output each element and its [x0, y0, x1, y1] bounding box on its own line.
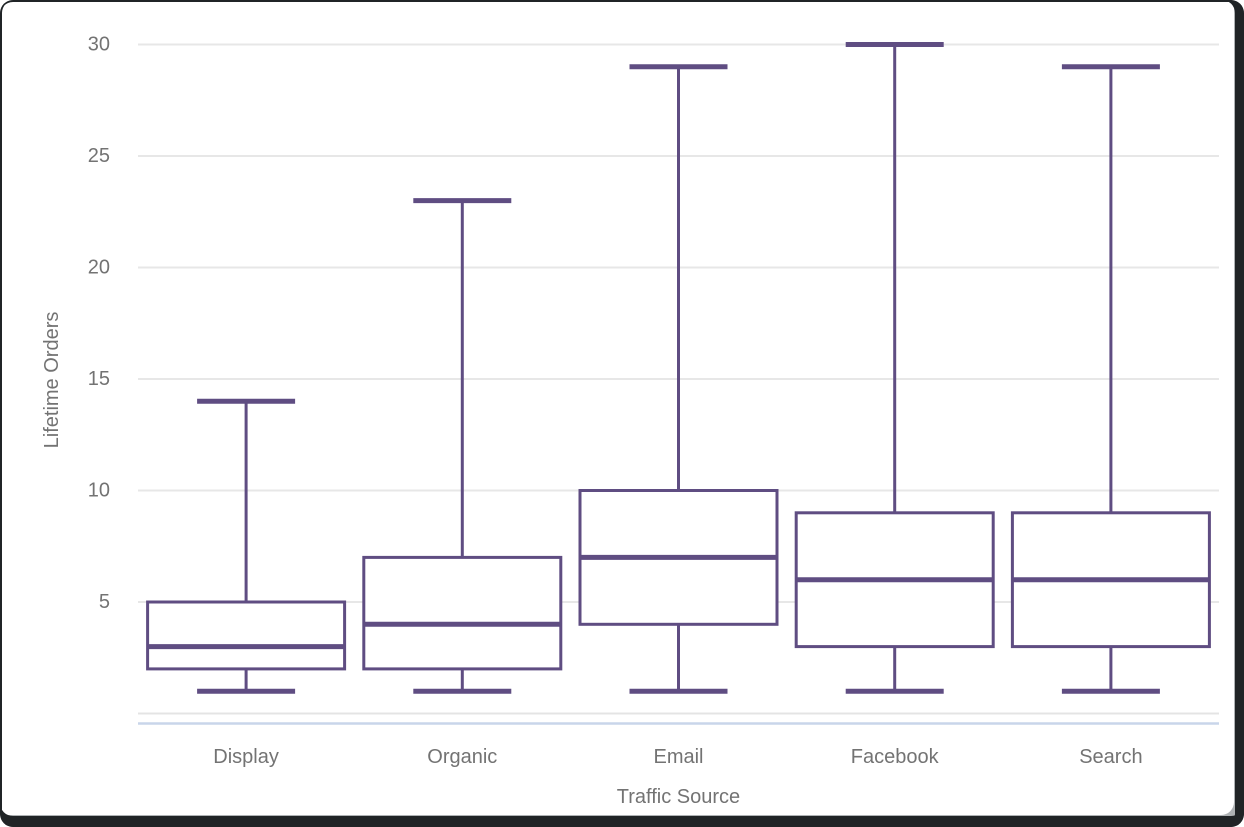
x-category-label: Display: [213, 746, 279, 768]
x-category-label: Search: [1079, 746, 1142, 768]
iqr-box: [362, 555, 563, 671]
box-group-email[interactable]: [578, 64, 779, 694]
x-category-label: Email: [653, 746, 703, 768]
y-tick-label: 5: [99, 591, 110, 613]
x-category-label: Facebook: [851, 746, 940, 768]
y-tick-label: 10: [88, 480, 110, 502]
iqr-box: [146, 600, 347, 671]
y-tick-label: 15: [88, 368, 110, 390]
box-group-facebook[interactable]: [794, 42, 995, 694]
y-tick-label: 20: [88, 257, 110, 279]
x-axis-title: Traffic Source: [616, 786, 741, 808]
x-category-label: Organic: [427, 746, 497, 768]
y-axis-title: Lifetime Orders: [41, 311, 63, 449]
box-group-organic[interactable]: [362, 198, 563, 694]
y-tick-label: 30: [88, 34, 110, 56]
box-group-search[interactable]: [1010, 64, 1211, 694]
box-group-display[interactable]: [146, 398, 347, 694]
y-tick-label: 25: [88, 145, 110, 167]
